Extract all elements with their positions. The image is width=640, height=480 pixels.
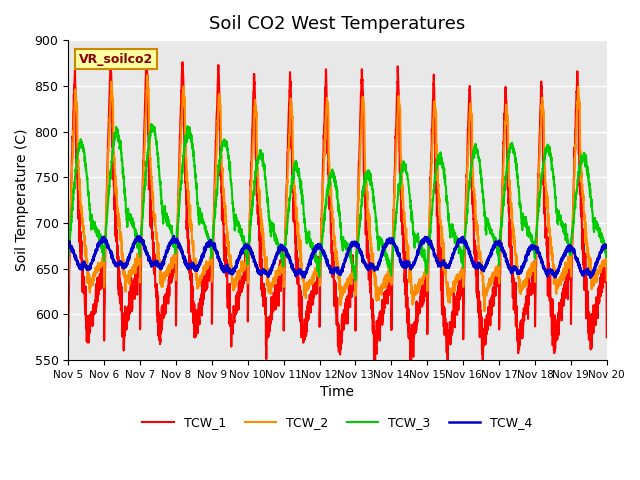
TCW_4 [158, 263, 166, 269]
TCW_4 [294, 269, 302, 275]
TCW_1 [65, 333, 72, 338]
TCW_4 [534, 249, 542, 255]
TCW_2 [593, 278, 600, 284]
TCW_2 [481, 308, 488, 314]
TCW_1 [603, 334, 611, 340]
Line: TCW_3: TCW_3 [68, 124, 607, 280]
Line: TCW_4: TCW_4 [68, 236, 607, 277]
Line: TCW_1: TCW_1 [68, 54, 607, 360]
TCW_3 [294, 173, 302, 179]
TCW_2 [271, 279, 279, 285]
TCW_4 [271, 258, 279, 264]
TCW_3 [148, 121, 156, 127]
TCW_4 [170, 233, 178, 239]
TCW_1 [593, 301, 600, 307]
TCW_2 [534, 175, 542, 180]
TCW_3 [271, 231, 279, 237]
TCW_3 [603, 244, 611, 250]
TCW_2 [158, 277, 166, 283]
TCW_2 [143, 72, 151, 78]
TCW_2 [126, 274, 134, 280]
TCW_1 [143, 51, 150, 57]
Line: TCW_2: TCW_2 [68, 75, 607, 311]
Title: Soil CO2 West Temperatures: Soil CO2 West Temperatures [209, 15, 466, 33]
TCW_2 [603, 277, 611, 283]
X-axis label: Time: Time [321, 385, 355, 399]
TCW_4 [65, 241, 72, 247]
TCW_1 [294, 264, 302, 270]
TCW_3 [534, 205, 542, 211]
TCW_4 [593, 261, 600, 266]
Legend: TCW_1, TCW_2, TCW_3, TCW_4: TCW_1, TCW_2, TCW_3, TCW_4 [138, 411, 538, 434]
TCW_1 [126, 311, 134, 316]
TCW_2 [294, 220, 302, 226]
TCW_1 [534, 174, 542, 180]
TCW_4 [603, 243, 611, 249]
TCW_3 [158, 203, 166, 208]
TCW_4 [126, 252, 134, 257]
TCW_1 [370, 357, 378, 363]
TCW_3 [126, 216, 134, 222]
TCW_3 [65, 255, 72, 261]
TCW_1 [158, 304, 166, 310]
TCW_4 [586, 275, 594, 280]
Y-axis label: Soil Temperature (C): Soil Temperature (C) [15, 129, 29, 271]
TCW_2 [65, 280, 72, 286]
TCW_3 [351, 277, 359, 283]
TCW_3 [593, 222, 600, 228]
TCW_1 [271, 296, 279, 301]
Text: VR_soilco2: VR_soilco2 [79, 52, 154, 65]
